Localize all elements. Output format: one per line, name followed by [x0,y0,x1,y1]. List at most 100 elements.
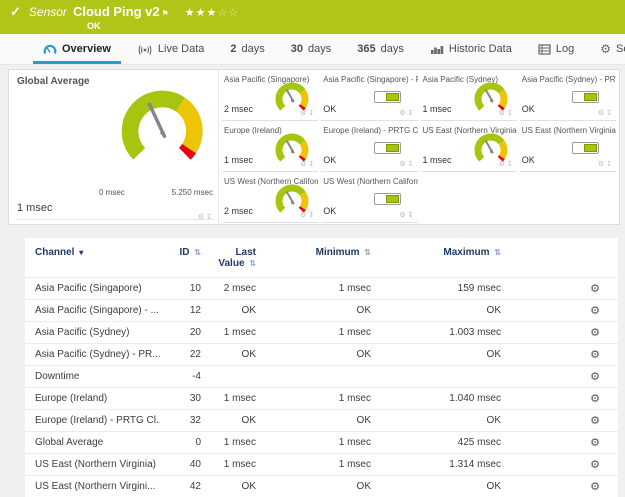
channel-panel-europe-ireland[interactable]: Europe (Ireland) 1 msec ⚙↧ [222,121,318,172]
switch-knob [386,195,399,203]
channel-settings-gear-icon[interactable]: ⚙ [590,305,600,317]
column-header-minimum[interactable]: Minimum ⇅ [260,238,375,278]
table-row: Asia Pacific (Sydney) - PR... 22 OK OK O… [25,344,618,366]
maximum-value: OK [375,344,505,366]
channel-panel-asia-pacific-sydney[interactable]: Asia Pacific (Sydney) 1 msec ⚙↧ [421,70,517,121]
channel-panel-asia-pacific-sydney-prtg[interactable]: Asia Pacific (Sydney) - PRTG ... OK ⚙↧ [520,70,616,121]
channel-value: OK [522,155,535,165]
pin-icon[interactable]: ↧ [408,161,416,168]
channel-panel-us-east-northern-virginia[interactable]: US East (Northern Virginia) 1 msec ⚙↧ [421,121,517,172]
pin-icon[interactable]: ↧ [606,110,614,117]
pin-icon[interactable]: ↧ [308,161,316,168]
gear-icon[interactable]: ⚙ [399,161,407,168]
channel-settings-gear-icon[interactable]: ⚙ [590,371,600,383]
table-row: US East (Northern Virginia) 40 1 msec 1 … [25,454,618,476]
maximum-value: OK [375,410,505,432]
minimum-value: OK [260,300,375,322]
page-title: Cloud Ping v2 [73,4,160,19]
pin-icon[interactable]: ↧ [408,110,416,117]
gear-icon[interactable]: ⚙ [399,212,407,219]
gear-icon[interactable]: ⚙ [499,161,507,168]
toggle-switch-on [572,142,599,154]
channel-settings-gear-icon[interactable]: ⚙ [590,481,600,493]
gauge-scale-max: 5.250 msec [172,188,213,197]
sort-icon: ⇅ [194,248,201,257]
gear-icon[interactable]: ⚙ [198,214,206,221]
minimum-value: 1 msec [260,278,375,300]
stars-filled[interactable]: ★★★ [185,7,218,19]
stars-empty[interactable]: ☆☆ [217,7,239,19]
minimum-value [260,366,375,388]
channel-id: 22 [160,344,205,366]
minimum-value: 1 msec [260,432,375,454]
empty-grid-cell [421,172,517,223]
channel-panel-grid: Asia Pacific (Singapore) 2 msec ⚙↧ Asia … [219,70,619,224]
channel-name: Asia Pacific (Singapore) - ... [25,300,160,322]
tab-historic-data[interactable]: Historic Data [417,34,525,64]
channel-settings-gear-icon[interactable]: ⚙ [590,459,600,471]
switch-knob [584,93,597,101]
tab-overview[interactable]: Overview [30,34,124,64]
channel-value: 2 msec [224,104,253,114]
maximum-value: 159 msec [375,278,505,300]
log-icon [538,44,551,55]
channel-name: Asia Pacific (Sydney) - PR... [25,344,160,366]
channel-panel-asia-pacific-singapore[interactable]: Asia Pacific (Singapore) 2 msec ⚙↧ [222,70,318,121]
channel-id: 10 [160,278,205,300]
channel-value: 1 msec [17,202,52,214]
channel-panel-asia-pacific-singapore-prtg[interactable]: Asia Pacific (Singapore) - PR... OK ⚙↧ [321,70,417,121]
column-header-id[interactable]: ID ⇅ [160,238,205,278]
channel-settings-gear-icon[interactable]: ⚙ [590,437,600,449]
flag-icon: ⚑ [162,9,169,18]
last-value [205,366,260,388]
pin-icon[interactable]: ↧ [206,214,214,221]
channel-panel-us-east-northern-virginia-prtg[interactable]: US East (Northern Virginia) - ... OK ⚙↧ [520,121,616,172]
channel-settings-gear-icon[interactable]: ⚙ [590,283,600,295]
channel-settings-gear-icon[interactable]: ⚙ [590,349,600,361]
minimum-value: OK [260,344,375,366]
pin-icon[interactable]: ↧ [408,212,416,219]
tab-live-data[interactable]: Live Data [124,34,217,64]
column-header-maximum[interactable]: Maximum ⇅ [375,238,505,278]
pin-icon[interactable]: ↧ [308,110,316,117]
gear-icon[interactable]: ⚙ [499,110,507,117]
toggle-switch-on [374,193,401,205]
channel-panel-europe-ireland-prtg[interactable]: Europe (Ireland) - PRTG Cloud... OK ⚙↧ [321,121,417,172]
channel-settings-gear-icon[interactable]: ⚙ [590,415,600,427]
gear-icon[interactable]: ⚙ [598,161,606,168]
chart-icon [430,44,444,55]
sort-icon: ⇅ [494,248,501,257]
channel-name: US East (Northern Virgini... [25,476,160,497]
last-value: 1 msec [205,388,260,410]
channel-settings-gear-icon[interactable]: ⚙ [590,393,600,405]
priority-stars[interactable]: ★★★☆☆ [185,6,239,19]
channel-panel-us-west-northern-california[interactable]: US West (Northern California) 2 msec ⚙↧ [222,172,318,223]
pin-icon[interactable]: ↧ [507,161,515,168]
global-gauge [108,84,216,177]
pin-icon[interactable]: ↧ [308,212,316,219]
channel-settings-gear-icon[interactable]: ⚙ [590,327,600,339]
column-header-channel[interactable]: Channel ▾ [25,238,160,278]
pin-icon[interactable]: ↧ [606,161,614,168]
gear-icon[interactable]: ⚙ [598,110,606,117]
channel-id: 0 [160,432,205,454]
last-value: 1 msec [205,432,260,454]
table-row: Global Average 0 1 msec 1 msec 425 msec … [25,432,618,454]
tab-settings[interactable]: ⚙ Settings [587,34,625,64]
channel-value: OK [323,206,336,216]
gear-icon[interactable]: ⚙ [399,110,407,117]
channel-name: Europe (Ireland) - PRTG Cl... [25,410,160,432]
gear-icon: ⚙ [600,43,611,55]
channel-value: OK [522,104,535,114]
pin-icon[interactable]: ↧ [507,110,515,117]
channel-value: 1 msec [423,155,452,165]
maximum-value [375,366,505,388]
last-value: OK [205,344,260,366]
tab-log[interactable]: Log [525,34,587,64]
channel-panel-us-west-northern-california-prtg[interactable]: US West (Northern California)... OK ⚙↧ [321,172,417,223]
